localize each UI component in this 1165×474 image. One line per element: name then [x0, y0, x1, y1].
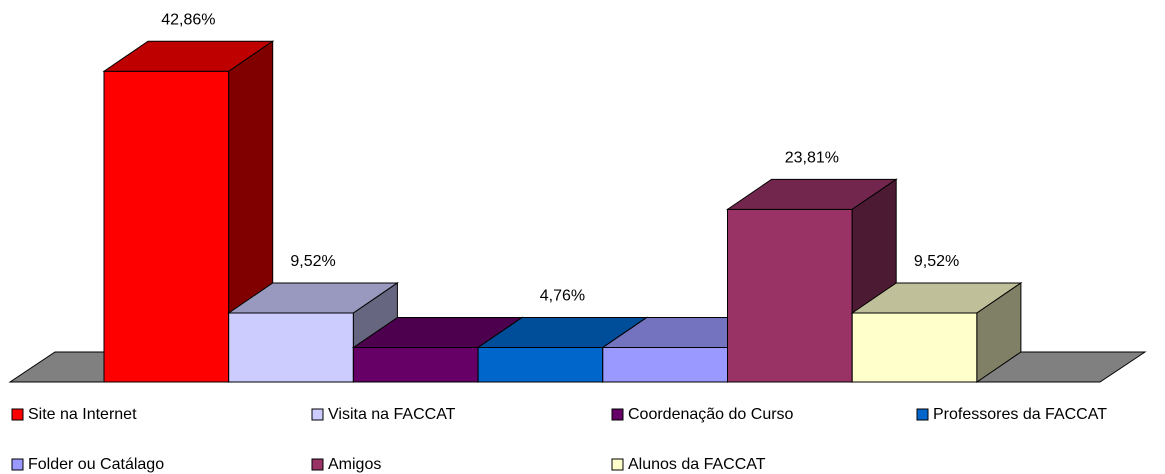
- value-label: 42,86%: [161, 11, 215, 28]
- bar-front: [103, 70, 230, 383]
- bar-front: [602, 346, 728, 383]
- legend-label: Site na Internet: [28, 406, 137, 423]
- bar-front: [477, 346, 604, 383]
- value-label: 9,52%: [914, 253, 959, 270]
- value-label: 9,52%: [290, 253, 335, 270]
- legend-swatch: [311, 408, 324, 421]
- legend-swatch: [11, 458, 24, 471]
- legend-swatch: [611, 458, 624, 471]
- legend-label: Folder ou Catálago: [28, 456, 164, 473]
- value-label: 4,76%: [540, 288, 585, 305]
- bar-side: [976, 282, 1022, 383]
- legend-label: Alunos da FACCAT: [628, 456, 766, 473]
- legend-swatch: [611, 408, 624, 421]
- legend-label: Visita na FACCAT: [328, 406, 456, 423]
- legend-label: Professores da FACCAT: [933, 406, 1107, 423]
- bar-front: [352, 346, 479, 383]
- bar-front: [851, 312, 978, 383]
- bar-front: [727, 208, 853, 383]
- value-label: 23,81%: [785, 150, 839, 167]
- legend-swatch: [311, 458, 324, 471]
- legend-swatch: [11, 408, 24, 421]
- bar-front: [228, 312, 354, 383]
- legend-label: Amigos: [328, 456, 381, 473]
- legend-label: Coordenação do Curso: [628, 406, 794, 423]
- legend-swatch: [916, 408, 929, 421]
